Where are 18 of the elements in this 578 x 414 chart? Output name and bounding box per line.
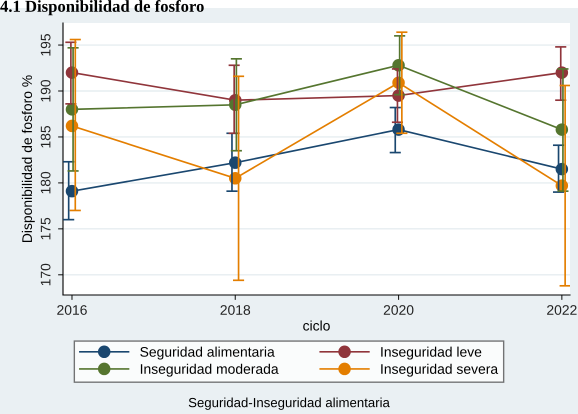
y-tick-label: 180 (40, 172, 51, 194)
x-tick-label: 2022 (547, 305, 577, 315)
y-tick-label: 190 (40, 80, 51, 102)
y-axis-title: Disponibilidad de fosforo % (22, 75, 35, 242)
chart-title: 4.1 Disponibilidad de fosforo (0, 0, 204, 16)
y-tick-label: 185 (40, 126, 51, 148)
x-tick-label: 2016 (57, 305, 87, 315)
legend-label: Inseguridad leve (381, 346, 482, 360)
legend-label: Inseguridad severa (381, 364, 498, 377)
x-axis-title: ciclo (303, 320, 330, 331)
legend-title: Seguridad-Inseguridad alimentaria (188, 398, 390, 410)
x-tick-label: 2018 (220, 305, 250, 315)
y-tick-label: 175 (40, 218, 51, 240)
legend-label: Seguridad alimentaria (140, 346, 275, 360)
y-tick-label: 195 (40, 34, 51, 56)
x-tick-label: 2020 (384, 305, 414, 315)
y-tick-label: 170 (40, 264, 51, 286)
legend-label: Inseguridad moderada (140, 364, 279, 377)
